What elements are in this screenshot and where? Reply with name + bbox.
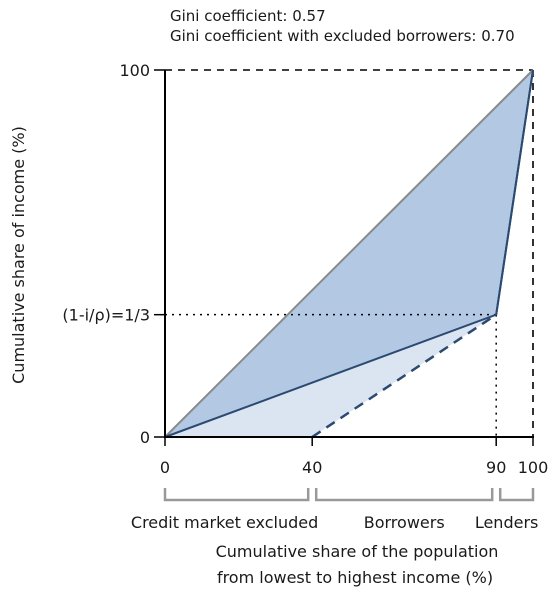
y-axis-label: Cumulative share of income (%): [9, 126, 28, 384]
gini-annotation: Gini coefficient: 0.57: [170, 7, 326, 25]
excluded-area-fill: [165, 70, 533, 437]
tick-labels: 0 40 90 100 0 (1-i/ρ)=1/3 100: [62, 61, 548, 477]
x-tick-label: 40: [302, 458, 322, 477]
excluded-curve-top: [495, 69, 534, 315]
group-bracket: [163, 488, 310, 502]
x-tick-label: 100: [518, 458, 549, 477]
group-label: Lenders: [475, 513, 539, 532]
guide-lines: [165, 69, 534, 437]
y-tick-label: 0: [140, 428, 150, 447]
group-brackets: Credit market excluded Borrowers Lenders: [131, 488, 538, 532]
gini-excluded-annotation: Gini coefficient with excluded borrowers…: [170, 27, 515, 45]
group-label: Credit market excluded: [131, 513, 318, 532]
x-tick-label: 0: [160, 458, 170, 477]
y-tick-label: 100: [119, 61, 150, 80]
x-axis-label-line1: Cumulative share of the population: [216, 542, 499, 561]
x-axis-label-line2: from lowest to highest income (%): [217, 568, 493, 587]
y-tick-label: (1-i/ρ)=1/3: [62, 306, 150, 325]
group-label: Borrowers: [364, 513, 445, 532]
group-bracket: [498, 488, 535, 502]
equality-line: [164, 69, 534, 438]
axes: [164, 70, 534, 438]
x-tick-label: 90: [486, 458, 506, 477]
excluded-curve-dashed: [311, 313, 497, 439]
group-bracket: [314, 488, 494, 502]
